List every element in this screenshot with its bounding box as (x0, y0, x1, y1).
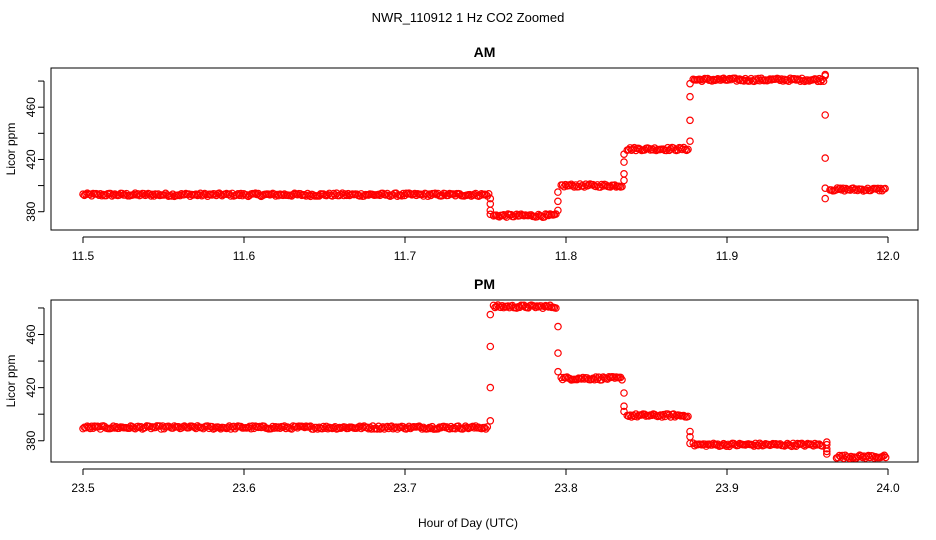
data-point (686, 79, 694, 88)
x-tick-label: 11.8 (555, 249, 578, 263)
data-point (148, 190, 157, 199)
data-point (620, 150, 628, 159)
data-point (552, 210, 560, 218)
data-point (222, 189, 231, 198)
y-tick-label: 420 (24, 149, 38, 169)
data-point (620, 389, 628, 397)
data-point (822, 447, 831, 456)
data-point (79, 190, 87, 199)
data-point (484, 190, 493, 198)
data-point (620, 170, 628, 178)
data-point (486, 310, 495, 319)
data-point (686, 427, 694, 436)
data-point (682, 146, 691, 155)
data-point (486, 210, 495, 219)
data-point (722, 442, 731, 451)
y-tick-label: 380 (24, 201, 38, 221)
data-point (486, 416, 495, 425)
data-point (881, 184, 889, 193)
y-tick-label: 420 (24, 377, 38, 397)
plot-frame (50, 67, 919, 231)
plot-frame (50, 299, 919, 463)
data-point (816, 77, 825, 86)
data-point (481, 190, 490, 199)
data-point (821, 154, 830, 162)
data-point (686, 137, 694, 146)
data-point (686, 92, 694, 101)
panel-title: PM (474, 276, 495, 292)
x-tick-label: 11.5 (72, 249, 95, 263)
data-point (554, 206, 562, 215)
data-point (618, 375, 626, 384)
y-tick-label: 460 (24, 324, 38, 344)
pm-panel: PM Licor ppm 23.5 23.6 23.7 23.8 23.9 24.0 380 42… (4, 276, 919, 495)
figure-title: NWR_110912 1 Hz CO2 Zoomed (372, 10, 565, 25)
x-tick-label: 24.0 (876, 481, 900, 495)
data-point (480, 423, 489, 432)
data-point (570, 183, 579, 191)
data-point (822, 450, 831, 458)
data-point (821, 194, 830, 203)
y-axis-label: Licor ppm (4, 355, 18, 408)
data-point (486, 206, 495, 215)
data-point (554, 367, 562, 376)
data-point (251, 189, 260, 198)
data-series (79, 301, 890, 463)
data-point (486, 383, 495, 392)
data-series (79, 70, 889, 222)
x-tick-label: 23.7 (393, 481, 417, 495)
x-tick-label: 11.9 (716, 249, 739, 263)
data-point (620, 402, 628, 411)
data-point (552, 304, 560, 312)
data-point (554, 197, 562, 206)
data-point (821, 72, 830, 80)
am-panel: AM Licor ppm 11.5 11.6 11.7 11.8 11.9 12.0 380 42… (4, 44, 919, 263)
data-point (684, 145, 692, 154)
data-point (819, 77, 828, 86)
data-point (87, 422, 96, 431)
y-tick-label: 380 (24, 430, 38, 450)
data-point (881, 453, 890, 462)
data-point (684, 412, 692, 421)
x-axis: 11.5 11.6 11.7 11.8 11.9 12.0 (72, 236, 900, 263)
data-point (481, 425, 490, 433)
x-tick-label: 23.5 (71, 481, 95, 495)
data-point (554, 188, 562, 196)
data-point (486, 342, 495, 351)
x-tick-label: 11.6 (233, 249, 256, 263)
panel-title: AM (474, 44, 496, 60)
x-tick-label: 11.7 (394, 249, 417, 263)
data-point (145, 190, 154, 198)
data-point (822, 444, 831, 453)
data-point (554, 349, 562, 357)
data-point (483, 423, 492, 431)
data-point (821, 184, 830, 193)
data-point (620, 176, 628, 185)
x-tick-label: 12.0 (876, 249, 900, 263)
x-tick-label: 23.8 (554, 481, 578, 495)
data-point (821, 111, 830, 119)
data-point (686, 116, 694, 125)
x-tick-label: 23.6 (232, 481, 256, 495)
y-axis-label: Licor ppm (4, 123, 18, 176)
data-point (620, 158, 628, 166)
x-axis-label: Hour of Day (UTC) (418, 516, 518, 530)
y-axis: 380 420 460 (24, 307, 45, 451)
data-point (686, 439, 694, 448)
data-point (620, 407, 628, 416)
x-tick-label: 23.9 (715, 481, 739, 495)
x-axis: 23.5 23.6 23.7 23.8 23.9 24.0 (71, 468, 900, 495)
y-axis: 380 420 460 (24, 80, 45, 222)
y-tick-label: 460 (24, 97, 38, 117)
data-point (486, 194, 495, 203)
data-point (554, 322, 562, 331)
